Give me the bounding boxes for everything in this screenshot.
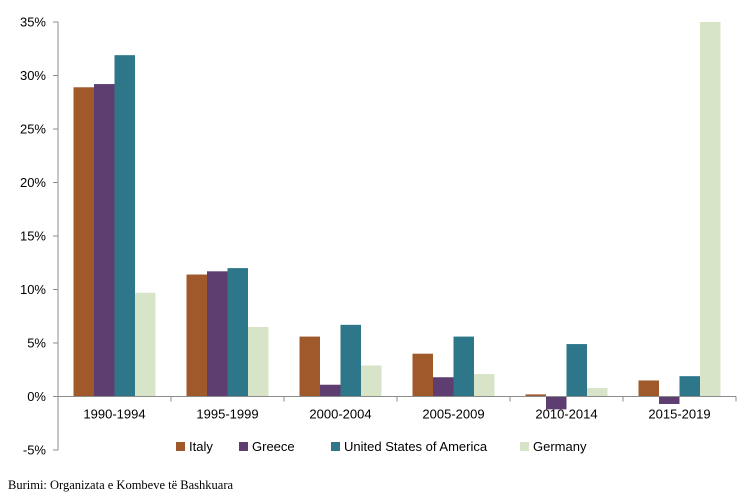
bar [299,336,320,397]
bar [525,394,546,397]
bar [638,380,659,397]
bar [227,268,248,397]
legend-swatch [239,442,248,451]
bar [566,344,587,397]
y-tick-label: -5% [23,443,47,458]
bar [679,376,700,397]
bar [474,374,495,397]
x-tick-label: 1990-1994 [83,407,145,422]
x-tick-label: 2000-2004 [309,407,371,422]
bar [453,336,474,397]
y-tick-label: 30% [20,68,46,83]
legend-swatch [520,442,529,451]
bar [135,292,156,397]
bar-chart: 35% 30% 25% 20% 15% 10% 5% 0% -5% 1990-1994 1995-… [20,15,737,458]
x-tick-label: 2015-2019 [648,407,710,422]
bar [433,377,454,397]
legend-swatch [331,442,340,451]
x-axis-ticks: 1990-1994 1995-1999 2000-2004 2005-2009 2010… [83,407,710,422]
y-tick-label: 15% [20,229,46,244]
y-axis-ticks: 35% 30% 25% 20% 15% 10% 5% 0% -5% [20,15,58,458]
bar [207,271,228,397]
bar [248,326,269,397]
bar [361,365,382,397]
legend-label: United States of America [344,439,488,454]
bar [94,84,115,397]
y-tick-label: 25% [20,122,46,137]
bar [659,396,680,404]
y-tick-label: 20% [20,175,46,190]
x-tick-label: 1995-1999 [196,407,258,422]
bar [340,324,361,397]
bar [587,387,608,397]
bars [73,22,721,410]
y-tick-label: 5% [27,336,46,351]
legend: Italy Greece United States of America Germa… [176,439,587,454]
legend-label: Germany [533,439,587,454]
y-tick-label: 35% [20,15,46,30]
x-tick-label: 2005-2009 [422,407,484,422]
bar [320,384,341,397]
x-tick-label: 2010-2014 [535,407,597,422]
bar [186,274,207,397]
y-tick-label: 10% [20,282,46,297]
bar [412,353,433,397]
bar [114,55,135,397]
legend-label: Greece [252,439,295,454]
legend-swatch [176,442,185,451]
source-note: Burimi: Organizata e Kombeve të Bashkuar… [8,478,234,492]
bar [73,87,94,397]
bar [546,396,567,410]
bar [700,22,721,397]
legend-label: Italy [189,439,213,454]
y-tick-label: 0% [27,389,46,404]
axes [57,22,737,450]
